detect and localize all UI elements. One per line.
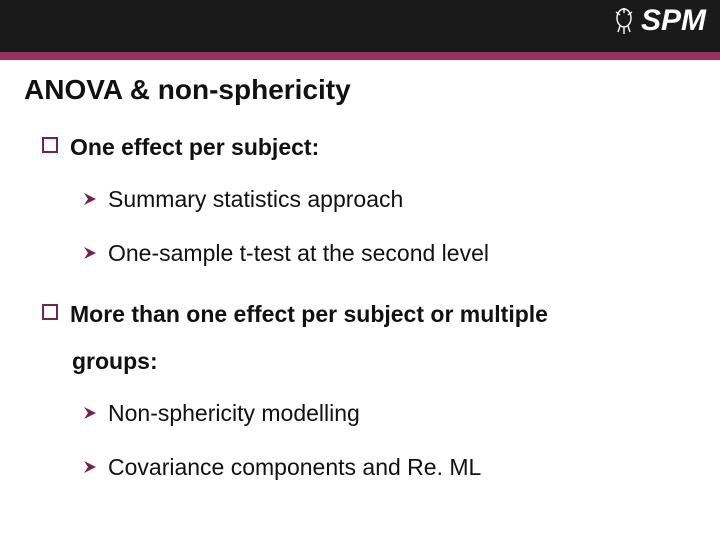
section-heading-text: One effect per subject: (70, 132, 319, 163)
sub-item: Non-sphericity modelling (82, 399, 696, 429)
sub-item: Covariance components and Re. ML (82, 453, 696, 483)
sub-item: Summary statistics approach (82, 185, 696, 215)
logo-mark-icon (613, 8, 635, 34)
header-banner: SPM (0, 0, 720, 60)
sub-item-text: One-sample t-test at the second level (108, 239, 489, 269)
square-bullet-icon (42, 137, 58, 153)
slide-title: ANOVA & non-sphericity (24, 74, 696, 106)
arrow-bullet-icon (82, 191, 98, 207)
logo: SPM (613, 6, 706, 36)
slide-content: ANOVA & non-sphericity One effect per su… (0, 60, 720, 507)
sub-item: One-sample t-test at the second level (82, 239, 696, 269)
section-heading-cont: groups: (72, 348, 696, 375)
arrow-bullet-icon (82, 405, 98, 421)
logo-text: SPM (641, 6, 706, 36)
section-heading: One effect per subject: (42, 132, 696, 163)
arrow-bullet-icon (82, 245, 98, 261)
arrow-bullet-icon (82, 459, 98, 475)
section-heading-text: More than one effect per subject or mult… (70, 299, 548, 330)
sub-item-text: Covariance components and Re. ML (108, 453, 481, 483)
sub-item-text: Summary statistics approach (108, 185, 403, 215)
square-bullet-icon (42, 304, 58, 320)
section-heading: More than one effect per subject or mult… (42, 299, 696, 330)
sub-item-text: Non-sphericity modelling (108, 399, 360, 429)
